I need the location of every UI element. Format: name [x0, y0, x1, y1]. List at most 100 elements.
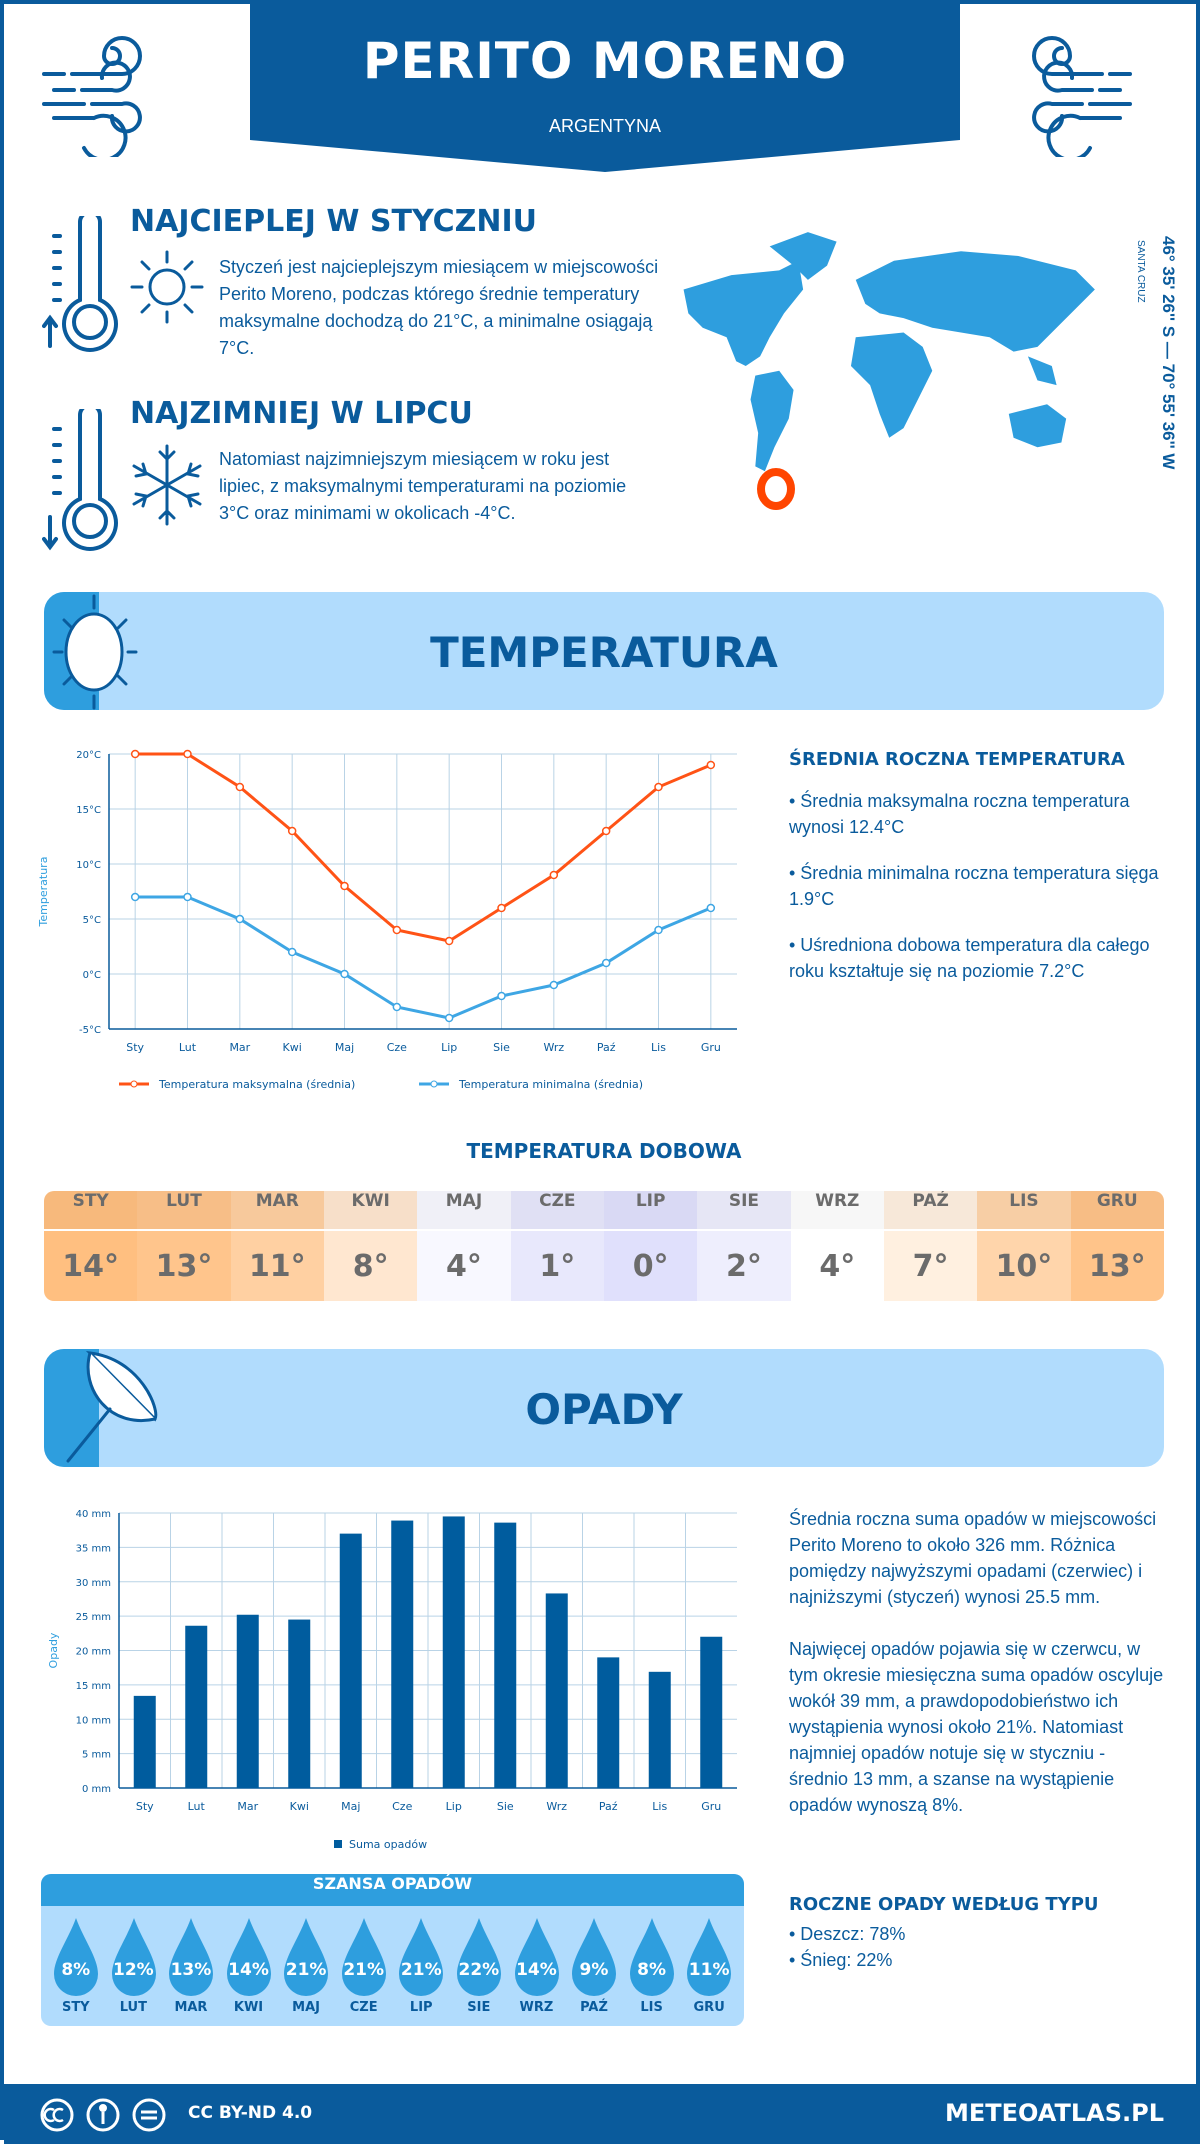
daily-temp-cell: WRZ 4°	[790, 1191, 884, 1301]
precip-chance-item: 14% WRZ	[508, 1906, 566, 2024]
daily-temp-value: 4°	[446, 1248, 482, 1284]
daily-temp-cell: LIS 10°	[977, 1191, 1071, 1301]
precip-chance-item: 8% STY	[47, 1906, 105, 2024]
precip-chance-item: 14% KWI	[220, 1906, 278, 2024]
precipitation-title: OPADY	[525, 1385, 683, 1434]
month-label: LUT	[137, 1191, 231, 1231]
data-point	[549, 980, 559, 990]
x-tick-label: Mar	[229, 1041, 250, 1054]
month-label: WRZ	[790, 1191, 884, 1231]
x-tick-label: Sty	[126, 1041, 144, 1054]
data-point	[130, 892, 140, 902]
precip-chance-value: 14%	[516, 1960, 557, 1980]
thermometer-down-icon	[42, 409, 118, 551]
daily-temp-cell: SIE 2°	[697, 1191, 791, 1301]
license-label[interactable]: CC BY-ND 4.0	[188, 2103, 313, 2123]
temperature-title: TEMPERATURA	[430, 628, 778, 677]
daily-temp-table: STY 14° LUT 13° MAR 11° KWI 8° MAJ 4° CZE 1° LIP 0° SI…	[44, 1191, 1164, 1301]
month-label: SIE	[467, 2000, 491, 2015]
month-label: STY	[44, 1191, 138, 1231]
month-label: SIE	[697, 1191, 791, 1231]
precip-chance-item: 8% LIS	[623, 1906, 681, 2024]
y-tick-label: 35 mm	[76, 1543, 111, 1554]
x-tick-label: Lut	[188, 1800, 206, 1813]
umbrella-icon	[66, 1350, 158, 1463]
temperature-banner: TEMPERATURA	[44, 592, 1164, 710]
y-tick-label: 30 mm	[76, 1578, 111, 1589]
sun-icon	[130, 250, 204, 324]
sun-icon	[52, 594, 138, 710]
data-point	[444, 1013, 454, 1023]
x-tick-label: Wrz	[546, 1800, 567, 1813]
location-marker	[757, 468, 795, 510]
precip-chance-value: 13%	[170, 1960, 212, 1980]
data-point	[392, 925, 402, 935]
daily-temp-value: 1°	[539, 1248, 576, 1284]
x-tick-label: Maj	[335, 1041, 354, 1054]
precip-chance-value: 21%	[400, 1960, 442, 1980]
data-point	[340, 881, 349, 891]
precip-chance-value: 14%	[228, 1960, 269, 1980]
y-tick-label: 15°C	[76, 805, 101, 816]
temp-summary-item: • Średnia minimalna roczna temperatura s…	[789, 863, 1159, 909]
month-label: MAJ	[292, 2000, 321, 2015]
precip-bar	[494, 1522, 517, 1788]
precip-chance-item: 12% LUT	[105, 1906, 163, 2024]
data-point	[235, 914, 245, 924]
precip-chance-value: 9%	[579, 1960, 609, 1980]
month-label: STY	[61, 2000, 90, 2015]
legend-marker	[430, 1080, 438, 1088]
site-link[interactable]: METEOATLAS.PL	[944, 2099, 1164, 2127]
precip-chance-item: 13% MAR	[162, 1906, 220, 2024]
temp-summary-title: ŚREDNIA ROCZNA TEMPERATURA	[789, 749, 1125, 770]
series-line	[135, 895, 712, 1020]
precip-bar	[545, 1593, 568, 1788]
coldest-text: Natomiast najzimniejszym miesiącem w rok…	[219, 449, 627, 523]
y-tick-label: 10°C	[76, 860, 101, 871]
x-tick-label: Wrz	[543, 1041, 564, 1054]
precipitation-chart: 0 mm 5 mm 10 mm 15 mm 20 mm 25 mm 30 mm 35 mm 40…	[47, 1509, 737, 1851]
raindrop-icon	[457, 1918, 502, 1996]
x-tick-label: Kwi	[290, 1800, 309, 1813]
y-tick-label: 5°C	[83, 915, 101, 926]
data-point	[654, 925, 663, 935]
y-tick-label: -5°C	[79, 1025, 101, 1036]
y-axis-title: Opady	[47, 1632, 60, 1668]
month-label: GRU	[693, 2000, 725, 2015]
data-point	[183, 749, 192, 759]
y-tick-label: 0 mm	[82, 1784, 111, 1795]
legend-marker	[130, 1080, 138, 1088]
precip-bar	[648, 1671, 671, 1788]
month-label: WRZ	[519, 2000, 554, 2015]
data-point	[497, 991, 506, 1001]
page-title: PERITO MORENO	[362, 32, 848, 90]
country-label: ARGENTYNA	[548, 116, 662, 136]
month-label: KWI	[233, 2000, 264, 2015]
precip-bar	[597, 1657, 620, 1788]
x-tick-label: Paź	[599, 1800, 618, 1813]
x-tick-label: Lis	[652, 1800, 667, 1813]
x-tick-label: Maj	[341, 1800, 360, 1813]
month-label: GRU	[1070, 1191, 1164, 1231]
data-point	[706, 903, 716, 913]
daily-temp-title: TEMPERATURA DOBOWA	[466, 1139, 742, 1163]
y-tick-label: 5 mm	[82, 1750, 111, 1761]
month-label: CZE	[510, 1191, 604, 1231]
raindrop-icon	[399, 1918, 444, 1996]
daily-temp-value: 10°	[995, 1248, 1053, 1284]
legend-label: Temperatura minimalna (średnia)	[458, 1078, 643, 1091]
month-label: MAR	[230, 1191, 324, 1231]
daily-temp-value: 11°	[248, 1248, 306, 1284]
warmest-title: NAJCIEPLEJ W STYCZNIU	[130, 204, 538, 239]
precip-chance-item: 21% MAJ	[277, 1906, 335, 2024]
daily-temp-value: 14°	[62, 1248, 120, 1284]
raindrop-icon	[629, 1918, 674, 1996]
month-label: LIP	[603, 1191, 698, 1231]
precip-chance-title: SZANSA OPADÓW	[41, 1874, 744, 1906]
month-label: LIS	[977, 1191, 1071, 1231]
data-point	[287, 826, 297, 836]
x-tick-label: Kwi	[283, 1041, 302, 1054]
precip-chance-item: 11% GRU	[680, 1906, 738, 2024]
x-tick-label: Sie	[493, 1041, 510, 1054]
x-tick-label: Gru	[701, 1041, 721, 1054]
